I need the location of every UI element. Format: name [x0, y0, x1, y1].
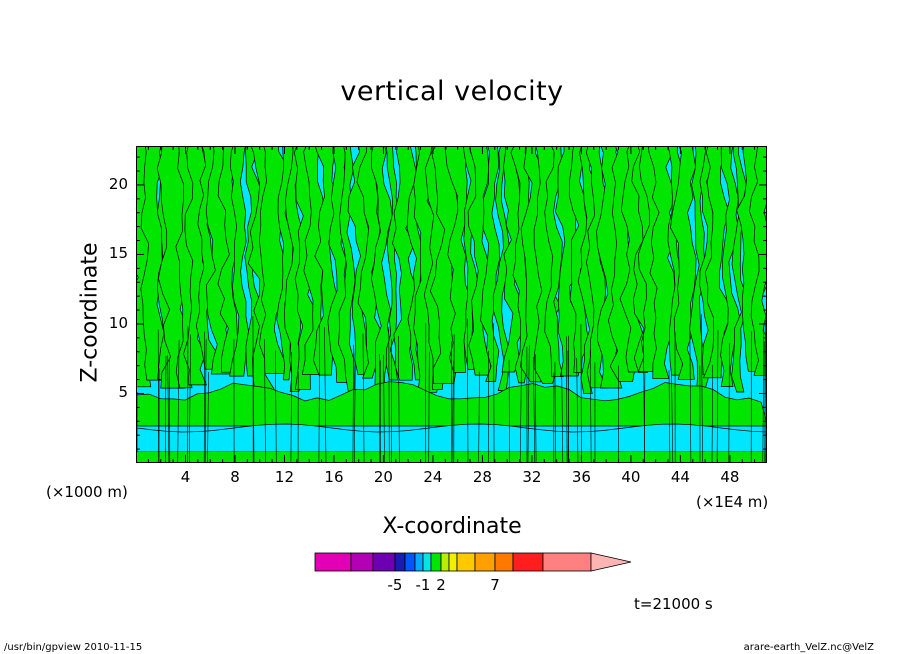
colorbar-segment [448, 552, 458, 572]
x-tick-label: 44 [670, 468, 690, 486]
contour-line [493, 323, 495, 462]
contour-line [764, 320, 766, 462]
colorbar-segment [414, 552, 424, 572]
y-tick-label: 10 [108, 313, 128, 332]
contour-line [671, 373, 674, 462]
contour-line [207, 371, 209, 462]
x-tick-label: 36 [571, 468, 591, 486]
colorbar [314, 552, 632, 572]
contour-line [275, 350, 277, 462]
colorbar-segment [372, 552, 396, 572]
contour-line [467, 318, 469, 462]
contour-line [589, 349, 592, 462]
colorbar-segment [404, 552, 416, 572]
contour-line [264, 339, 266, 462]
contour-line [428, 351, 430, 462]
x-tick-label: 16 [324, 468, 344, 486]
contour-line [533, 356, 536, 462]
contour-line [689, 324, 692, 462]
colorbar-segment [430, 552, 442, 572]
contour-line [165, 356, 167, 462]
y-tick-label: 15 [108, 244, 128, 263]
contour-line [534, 354, 537, 462]
contour-line [352, 344, 354, 462]
y-tick-label: 5 [118, 383, 128, 402]
footer-right: arare-earth_VelZ.nc@VelZ [743, 642, 874, 653]
colorbar-extend-arrow [590, 552, 632, 572]
x-tick-label: 4 [180, 468, 191, 486]
time-label: t=21000 s [634, 595, 713, 613]
contour-line [566, 336, 568, 462]
x-axis-label: X-coordinate [382, 514, 522, 539]
updraft-plume [356, 147, 383, 379]
footer-left: /usr/bin/gpview 2010-11-15 [4, 642, 143, 653]
contour-line [383, 354, 385, 462]
contour-line [576, 357, 579, 462]
colorbar-segment [512, 552, 544, 572]
colorbar-segment [440, 552, 450, 572]
contour-line [728, 343, 730, 462]
colorbar-label: 2 [436, 576, 446, 594]
contour-line [554, 362, 556, 462]
contour-line [716, 329, 719, 462]
contour-line [252, 316, 255, 462]
contour-line [204, 339, 207, 462]
colorbar-segment [456, 552, 476, 572]
colorbar-segment [422, 552, 432, 572]
contour-line [711, 364, 714, 462]
contour-line [318, 324, 320, 462]
contour-line [644, 373, 646, 462]
contour-line [519, 360, 522, 462]
contour-line [580, 324, 582, 462]
colorbar-label: 7 [490, 576, 500, 594]
contour-line [668, 370, 671, 462]
contour-field [137, 147, 766, 462]
x-tick-label: 32 [522, 468, 542, 486]
contour-line [189, 334, 191, 462]
contour-line [177, 339, 180, 462]
updraft-plume [284, 147, 306, 393]
contour-line [362, 333, 365, 462]
contour-line [388, 326, 390, 462]
x-unit-right: (×1E4 m) [696, 493, 769, 511]
x-tick-label: 28 [472, 468, 492, 486]
x-tick-label: 20 [373, 468, 393, 486]
colorbar-label: -5 [387, 576, 403, 594]
x-unit-left: (×1000 m) [46, 483, 128, 501]
colorbar-label: -1 [415, 576, 431, 594]
colorbar-segment [394, 552, 406, 572]
x-tick-label: 8 [230, 468, 240, 486]
updraft-plume [480, 147, 500, 382]
x-tick-label: 24 [423, 468, 443, 486]
x-tick-label: 40 [621, 468, 641, 486]
contour-line [527, 345, 530, 462]
updraft-plume [749, 147, 766, 376]
colorbar-segment [474, 552, 496, 572]
colorbar-segment [542, 552, 592, 572]
contour-line [567, 335, 570, 462]
contour-line [324, 327, 327, 462]
colorbar-segment [314, 552, 352, 572]
updraft-plume [670, 147, 697, 380]
y-axis-label: Z-coordinate [77, 242, 103, 383]
updraft-plume [544, 147, 564, 378]
y-tick-label: 20 [108, 174, 128, 193]
contour-line [478, 371, 480, 462]
contour-line [167, 355, 170, 462]
contour-line [701, 314, 703, 462]
colorbar-segment [494, 552, 514, 572]
contour-line [398, 335, 400, 462]
x-tick-label: 12 [274, 468, 295, 486]
colorbar-segment [350, 552, 374, 572]
contour-line [561, 369, 564, 462]
contour-line [290, 352, 292, 462]
contour-line [354, 362, 356, 462]
updraft-plume [229, 147, 249, 377]
contour-line [379, 354, 381, 462]
contour-line [451, 360, 454, 462]
chart-title: vertical velocity [340, 76, 564, 107]
plot-area [136, 146, 767, 463]
x-tick-label: 48 [720, 468, 740, 486]
